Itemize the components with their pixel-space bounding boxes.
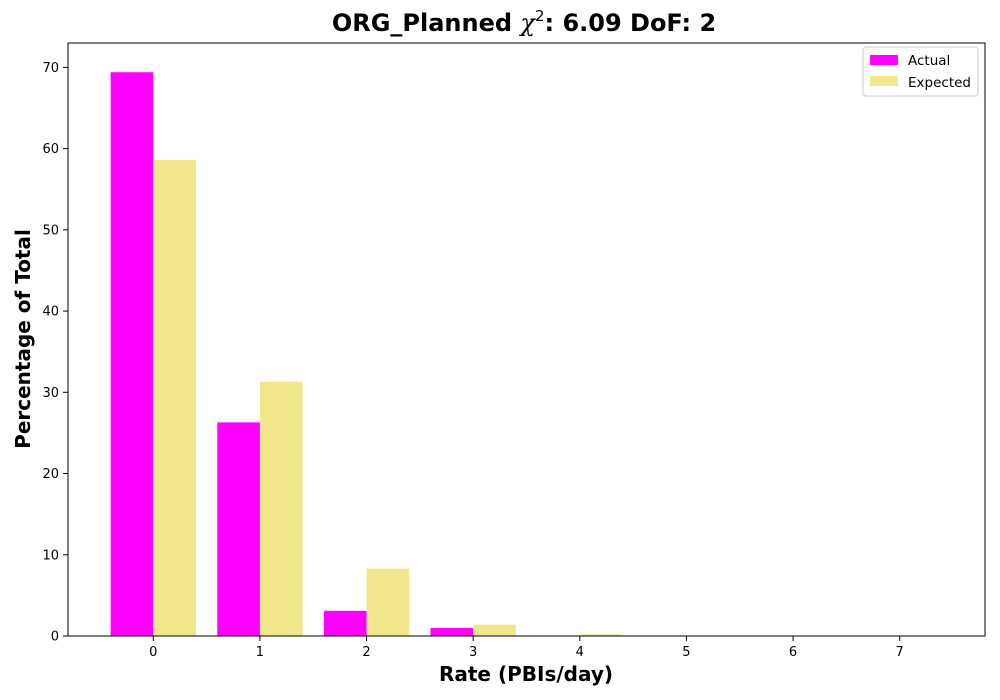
x-tick-label: 3 (469, 645, 477, 660)
y-axis-label: Percentage of Total (11, 229, 35, 449)
bar-actual-1 (217, 422, 260, 636)
x-tick-label: 7 (896, 645, 904, 660)
y-tick-label: 10 (42, 548, 59, 563)
bar-actual-0 (110, 72, 154, 636)
y-tick-label: 40 (42, 305, 59, 320)
x-tick-label: 6 (789, 645, 797, 660)
bar-expected-3 (473, 624, 516, 636)
chart-title-main: ORG_Planned (332, 9, 521, 37)
chart-title-chi-exponent: 2 (535, 7, 545, 25)
y-tick-label: 30 (42, 386, 59, 401)
y-tick-label: 50 (42, 223, 59, 238)
chart-title: ORG_Planned χ2: 6.09 DoF: 2 (332, 7, 716, 37)
legend-swatch-expected (870, 76, 898, 86)
bar-expected-0 (153, 159, 196, 636)
bar-expected-1 (259, 381, 303, 636)
x-tick-label: 2 (362, 645, 370, 660)
legend-label-expected: Expected (908, 75, 971, 91)
bars-group (110, 72, 730, 636)
legend-label-actual: Actual (908, 53, 950, 69)
bar-expected-2 (366, 568, 410, 636)
bar-actual-3 (430, 627, 474, 636)
y-tick-label: 60 (42, 142, 59, 157)
plot-frame (67, 42, 986, 637)
y-tick-label: 0 (51, 630, 59, 645)
x-tick-label: 4 (576, 645, 584, 660)
x-tick-label: 1 (256, 645, 264, 660)
x-tick-label: 5 (682, 645, 690, 660)
chart-title-chi: χ (518, 9, 536, 37)
y-ticks: 0 10 20 30 40 50 60 70 (42, 61, 68, 645)
legend: Actual Expected (862, 46, 979, 97)
bar-expected-4 (579, 634, 623, 636)
chart-title-rest: : 6.09 DoF: 2 (545, 9, 717, 37)
x-axis-label: Rate (PBIs/day) (439, 662, 613, 686)
x-ticks: 0 1 2 3 4 5 6 7 (149, 636, 904, 660)
y-tick-label: 20 (42, 467, 59, 482)
x-tick-label: 0 (149, 645, 157, 660)
y-tick-label: 70 (42, 61, 59, 76)
bar-actual-2 (323, 610, 367, 636)
legend-swatch-actual (870, 55, 898, 65)
